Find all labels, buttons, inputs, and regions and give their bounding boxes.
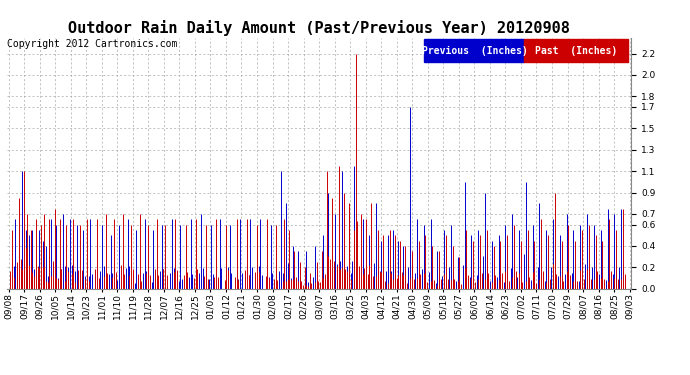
Text: Previous  (Inches): Previous (Inches) xyxy=(422,46,527,56)
Text: Past  (Inches): Past (Inches) xyxy=(535,46,618,56)
Text: Copyright 2012 Cartronics.com: Copyright 2012 Cartronics.com xyxy=(7,39,177,50)
Title: Outdoor Rain Daily Amount (Past/Previous Year) 20120908: Outdoor Rain Daily Amount (Past/Previous… xyxy=(68,20,570,36)
